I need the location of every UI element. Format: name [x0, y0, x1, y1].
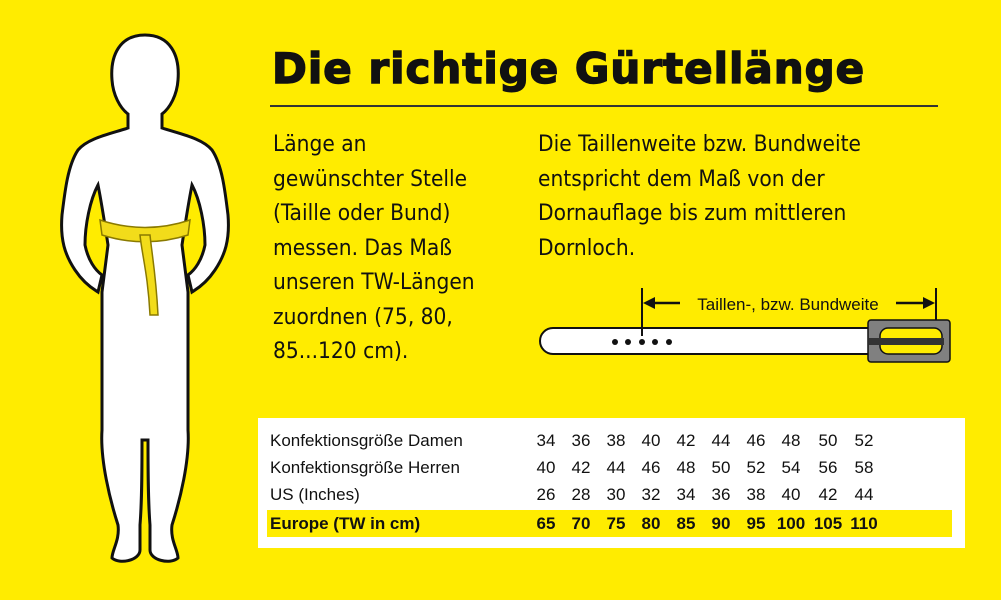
page-title: Die richtige Gürtellänge — [271, 43, 866, 94]
table-cell: 34 — [536, 431, 556, 450]
table-cell: 34 — [676, 485, 696, 504]
table-cell: 105 — [813, 514, 843, 533]
person-silhouette-illustration — [60, 33, 230, 563]
size-table: Konfektionsgröße Damen 34 36 38 40 42 44 46 48 50… — [258, 418, 965, 548]
table-row: Europe (TW in cm) 65 70 75 80 85 90 95 100 105 110 — [267, 510, 952, 537]
table-cell: 58 — [854, 458, 874, 477]
belt-diagram: Taillen-, bzw. Bundweite — [539, 288, 951, 363]
title-divider — [270, 105, 938, 107]
table-cell: 42 — [818, 485, 838, 504]
table-cell: 38 — [746, 485, 766, 504]
table-cell: 48 — [781, 431, 801, 450]
table-cell: 95 — [746, 514, 766, 533]
table-cell: 40 — [641, 431, 661, 450]
table-cell: 42 — [676, 431, 696, 450]
table-cell: 38 — [606, 431, 626, 450]
table-cell: 85 — [676, 514, 696, 533]
table-cell: 32 — [641, 485, 661, 504]
table-cell: 65 — [536, 514, 556, 533]
text-line: Dornloch. — [538, 234, 636, 261]
table-cell: 48 — [676, 458, 696, 477]
row-label: US (Inches) — [270, 485, 360, 504]
table-cell: 56 — [818, 458, 838, 477]
belt-holes — [612, 339, 672, 345]
table-cell: 50 — [711, 458, 731, 477]
text-line: Länge an — [273, 131, 367, 157]
measure-instructions: Länge an gewünschter Stelle (Taille oder… — [273, 127, 523, 369]
waist-explanation: Die Taillenweite bzw. Bundweite entspric… — [538, 127, 938, 265]
table-cell: 42 — [571, 458, 591, 477]
table-cell: 40 — [781, 485, 801, 504]
text-line: Dornauflage bis zum mittleren — [538, 200, 847, 226]
text-line: zuordnen (75, 80, — [273, 303, 453, 330]
table-cell: 30 — [606, 485, 626, 504]
row-label: Konfektionsgröße Herren — [270, 458, 460, 477]
text-line: entspricht dem Maß von der — [538, 165, 825, 192]
text-line: unseren TW-Längen — [273, 269, 475, 295]
text-line: (Taille oder Bund) — [273, 200, 451, 226]
text-line: 85...120 cm). — [273, 338, 409, 364]
table-cell: 70 — [571, 514, 591, 533]
table-cell: 110 — [850, 514, 878, 533]
table-cell: 36 — [711, 485, 731, 504]
table-cell: 46 — [641, 458, 661, 477]
table-cell: 90 — [711, 514, 731, 533]
table-cell: 100 — [776, 514, 806, 533]
table-cell: 44 — [854, 485, 874, 504]
table-cell: 44 — [711, 431, 731, 450]
table-cell: 54 — [781, 458, 801, 477]
text-line: Die Taillenweite bzw. Bundweite — [538, 131, 862, 157]
table-cell: 50 — [818, 431, 838, 450]
table-cell: 52 — [854, 431, 874, 450]
text-line: messen. Das Maß — [273, 234, 453, 261]
table-cell: 28 — [571, 485, 591, 504]
table-cell: 36 — [571, 431, 591, 450]
table-cell: 75 — [606, 514, 626, 533]
row-label: Konfektionsgröße Damen — [270, 431, 463, 450]
table-cell: 26 — [536, 485, 556, 504]
table-cell: 80 — [641, 514, 661, 533]
table-cell: 46 — [746, 431, 766, 450]
table-cell: 52 — [746, 458, 766, 477]
belt-measure-label: Taillen-, bzw. Bundweite — [697, 295, 878, 314]
table-cell: 44 — [606, 458, 626, 477]
row-label: Europe (TW in cm) — [270, 514, 421, 533]
text-line: gewünschter Stelle — [273, 165, 468, 192]
table-cell: 40 — [536, 458, 556, 477]
